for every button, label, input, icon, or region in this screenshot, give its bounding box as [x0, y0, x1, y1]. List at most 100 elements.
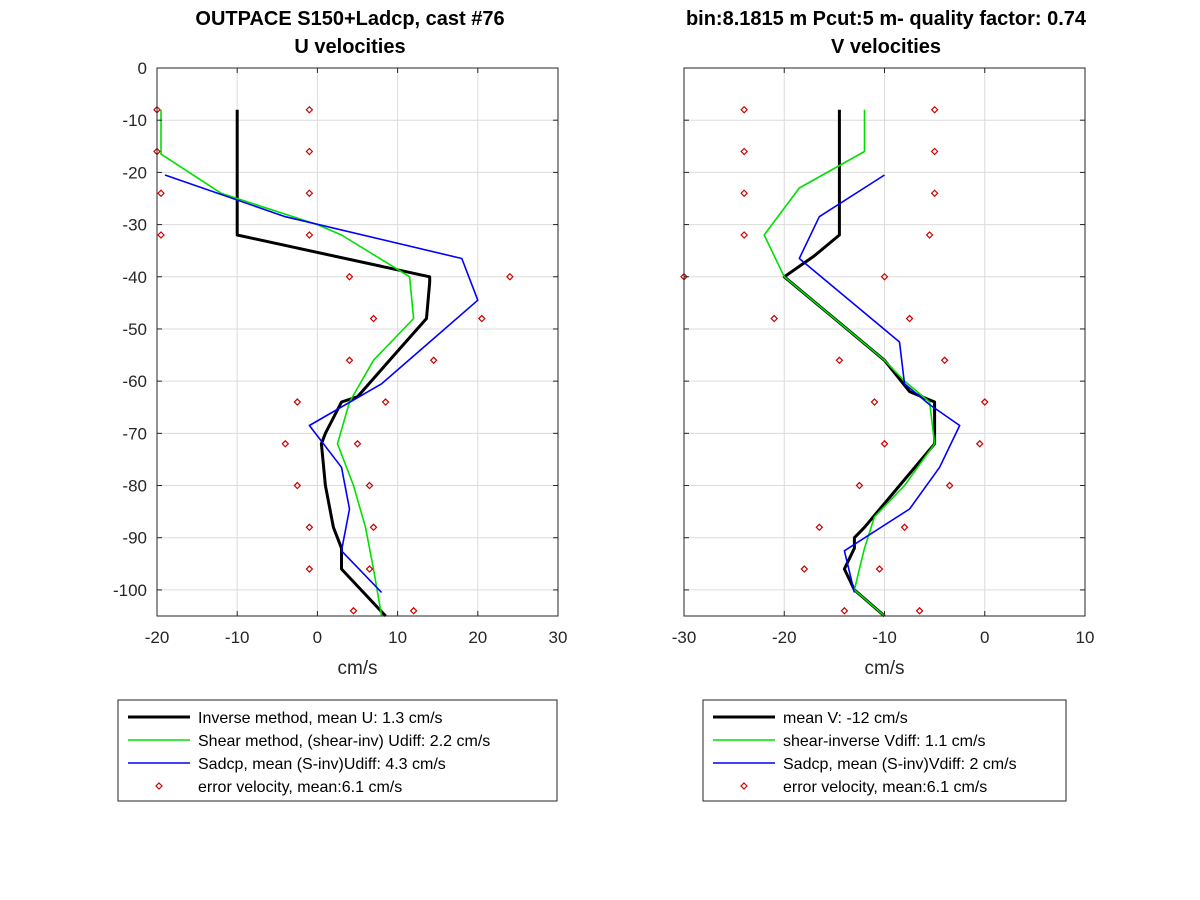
error-velocity-marker: [157, 231, 165, 239]
y-tick-label: -10: [122, 111, 147, 130]
legend-label: error velocity, mean:6.1 cm/s: [783, 779, 987, 796]
error-velocity-marker: [365, 565, 374, 573]
error-velocity-marker: [945, 481, 954, 490]
error-velocity-marker: [855, 481, 864, 490]
error-velocity-marker: [880, 272, 889, 281]
legend-marker: [155, 782, 163, 790]
y-tick-label: -100: [113, 581, 147, 600]
y-tick-label: -80: [122, 477, 147, 496]
error-velocity-marker: [740, 189, 748, 198]
legend-label: mean V: -12 cm/s: [783, 710, 908, 727]
error-velocity-marker: [940, 356, 949, 365]
y-tick-label: -20: [122, 163, 147, 182]
error-velocity-marker: [369, 523, 378, 532]
x-tick-label: -10: [872, 628, 897, 647]
chart-subtitle: U velocities: [294, 36, 405, 58]
y-tick-label: -50: [122, 320, 147, 339]
x-tick-label: -30: [672, 628, 697, 647]
error-velocity-marker: [305, 189, 314, 198]
legend-label: Sadcp, mean (S-inv)Vdiff: 2 cm/s: [783, 756, 1017, 773]
error-velocity-marker: [293, 481, 302, 490]
error-velocity-marker: [835, 356, 844, 365]
error-velocity-marker: [353, 439, 362, 448]
error-velocity-marker: [980, 398, 989, 406]
chart-title: OUTPACE S150+Ladcp, cast #76: [195, 8, 504, 30]
error-velocity-marker: [305, 105, 314, 114]
error-velocity-marker: [157, 189, 165, 198]
error-velocity-marker: [365, 481, 374, 490]
error-velocity-marker: [930, 105, 939, 114]
x-tick-label: 10: [388, 628, 407, 647]
error-velocity-marker: [477, 314, 486, 323]
error-velocity-marker: [740, 147, 748, 156]
error-velocity-marker: [905, 314, 914, 323]
legend-box: [117, 699, 558, 802]
x-tick-label: 0: [313, 628, 322, 647]
legend-marker: [740, 782, 748, 790]
series-line-2: [763, 109, 936, 617]
error-velocity-marker: [900, 523, 909, 532]
error-velocity-marker: [815, 523, 824, 532]
error-velocity-marker: [409, 606, 418, 615]
chart-subtitle: V velocities: [831, 36, 941, 58]
legend-label: error velocity, mean:6.1 cm/s: [198, 779, 402, 796]
error-velocity-marker: [281, 439, 290, 448]
x-axis-label: cm/s: [337, 658, 377, 679]
legend-label: Inverse method, mean U: 1.3 cm/s: [198, 710, 443, 727]
series-line-1: [782, 109, 937, 618]
error-velocity-marker: [345, 356, 354, 365]
error-velocity-marker: [870, 398, 879, 406]
x-tick-label: -10: [225, 628, 250, 647]
legend-label: Shear method, (shear-inv) Udiff: 2.2 cm/…: [198, 733, 490, 750]
error-velocity-marker: [305, 523, 314, 532]
y-tick-label: -40: [122, 268, 147, 287]
chart-title: bin:8.1815 m Pcut:5 m- quality factor: 0…: [686, 8, 1087, 30]
error-velocity-marker: [506, 272, 514, 281]
error-velocity-marker: [740, 231, 748, 239]
plot-area: [157, 68, 558, 616]
x-axis-label: cm/s: [864, 658, 904, 679]
error-velocity-marker: [305, 147, 314, 156]
legend: Inverse method, mean U: 1.3 cm/s Shear me…: [117, 699, 558, 802]
error-velocity-marker: [381, 398, 390, 406]
error-velocity-marker: [930, 189, 939, 198]
x-tick-label: 20: [468, 628, 487, 647]
y-tick-label: -60: [122, 372, 147, 391]
error-velocity-marker: [925, 231, 934, 239]
error-velocity-marker: [305, 565, 314, 573]
x-tick-label: 0: [980, 628, 989, 647]
legend-label: shear-inverse Vdiff: 1.1 cm/s: [783, 733, 985, 750]
error-velocity-marker: [429, 356, 438, 365]
error-velocity-marker: [840, 606, 849, 615]
series-line-3: [164, 174, 479, 594]
y-tick-label: 0: [138, 59, 147, 78]
y-tick-label: -70: [122, 424, 147, 443]
error-velocity-marker: [880, 439, 889, 448]
x-tick-label: -20: [145, 628, 170, 647]
x-tick-label: -20: [772, 628, 797, 647]
chart-panel-1: OUTPACE S150+Ladcp, cast #76 U velocities…: [113, 8, 568, 802]
series-line-2: [160, 109, 415, 617]
axes-box: [156, 67, 559, 617]
error-velocity-marker: [800, 565, 809, 573]
legend: mean V: -12 cm/s shear-inverse Vdiff: 1.1…: [702, 699, 1067, 802]
error-velocity-marker: [349, 606, 358, 615]
error-velocity-marker: [345, 272, 354, 281]
series-group: [680, 105, 989, 618]
x-tick-label: 30: [549, 628, 568, 647]
x-tick-label: 10: [1076, 628, 1095, 647]
error-velocity-marker: [975, 439, 984, 448]
legend-label: Sadcp, mean (S-inv)Udiff: 4.3 cm/s: [198, 756, 446, 773]
error-velocity-marker: [930, 147, 939, 156]
series-line-3: [798, 174, 961, 593]
error-velocity-marker: [740, 105, 748, 114]
y-tick-label: -90: [122, 529, 147, 548]
error-velocity-marker: [770, 314, 779, 323]
error-velocity-marker: [305, 231, 314, 239]
series-group: [153, 105, 514, 618]
error-velocity-marker: [369, 314, 378, 323]
chart-panel-2: bin:8.1815 m Pcut:5 m- quality factor: 0…: [672, 8, 1095, 802]
error-velocity-marker: [875, 565, 884, 573]
y-tick-label: -30: [122, 216, 147, 235]
